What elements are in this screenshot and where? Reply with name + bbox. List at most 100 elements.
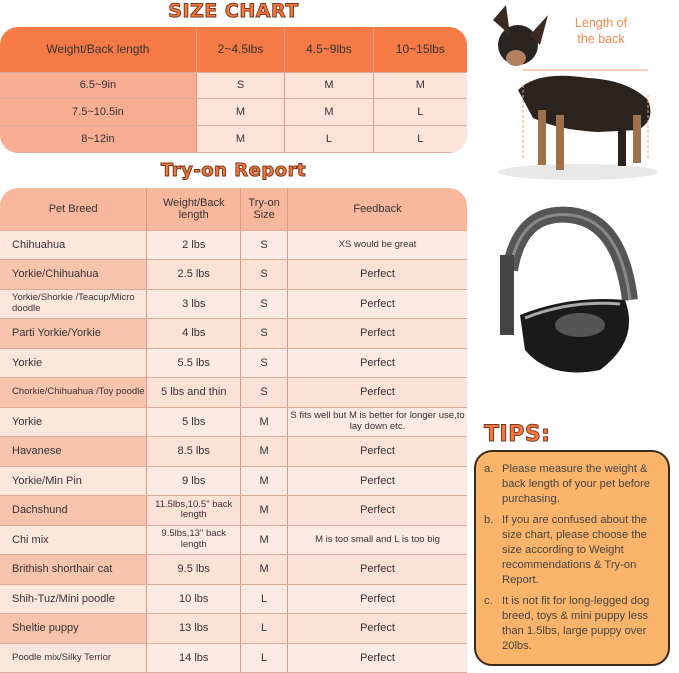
table-row: Brithish shorthair cat 9.5 lbs M Perfect	[0, 554, 467, 585]
table-cell: 5.5 lbs	[146, 348, 242, 378]
table-row: Yorkie/Shorkie /Teacup/Micro doodle 3 lbs…	[0, 289, 467, 319]
column-header: Pet Breed	[0, 188, 148, 231]
column-header: 4.5~9lbs	[284, 27, 374, 73]
table-cell: 5 lbs and thin	[146, 377, 242, 408]
table-cell: 6.5~9in	[0, 72, 197, 100]
table-cell: L	[373, 98, 467, 126]
size-chart-title: SIZE CHART	[168, 0, 299, 23]
table-cell: Perfect	[287, 348, 467, 378]
table-cell: Yorkie	[0, 348, 148, 378]
table-cell: 8~12in	[0, 125, 197, 153]
table-cell: Perfect	[287, 554, 467, 585]
tip-marker: b.	[484, 514, 494, 526]
table-cell: 5 lbs	[146, 407, 242, 437]
table-cell: Shih-Tuz/Mini poodle	[0, 584, 148, 614]
table-cell: 7.5~10.5in	[0, 98, 197, 126]
table-cell: 4 lbs	[146, 318, 242, 349]
table-cell: Havanese	[0, 436, 148, 467]
size-chart-table: Weight/Back length 2~4.5lbs 4.5~9lbs 10~15l…	[0, 27, 467, 153]
table-cell: Chihuahua	[0, 230, 148, 260]
tip-a: a. Please measure the weight & back lengt…	[484, 462, 660, 507]
column-header: 2~4.5lbs	[196, 27, 286, 73]
table-cell: 14 lbs	[146, 643, 242, 673]
table-cell: M	[196, 98, 286, 126]
table-cell: XS would be great	[287, 230, 467, 260]
table-cell: S	[240, 289, 288, 319]
table-row: Shih-Tuz/Mini poodle 10 lbs L Perfect	[0, 584, 467, 614]
table-cell: 8.5 lbs	[146, 436, 242, 467]
tip-c: c. It is not fit for long-legged dog bree…	[484, 594, 660, 654]
tryon-table: Pet Breed Weight/Back length Try-on Size Fe…	[0, 188, 467, 673]
table-cell: Yorkie/Min Pin	[0, 466, 148, 496]
tryon-title: Try-on Report	[160, 160, 307, 182]
table-cell: M	[240, 407, 288, 437]
table-cell: L	[284, 125, 374, 153]
table-cell: M	[240, 554, 288, 585]
table-row: Yorkie 5.5 lbs S Perfect	[0, 348, 467, 378]
tip-marker: a.	[484, 463, 494, 475]
table-cell: Yorkie	[0, 407, 148, 437]
table-cell: L	[240, 584, 288, 614]
table-row: Yorkie/Min Pin 9 lbs M Perfect	[0, 466, 467, 496]
table-cell: Chorkie/Chihuahua /Toy poodle	[0, 377, 148, 408]
table-row: Yorkie/Chihuahua 2.5 lbs S Perfect	[0, 259, 467, 290]
table-cell: Perfect	[287, 377, 467, 408]
table-cell: S	[240, 259, 288, 290]
table-cell: 9 lbs	[146, 466, 242, 496]
table-cell: 9.5 lbs	[146, 554, 242, 585]
table-row: Dachshund 11.5lbs,10.5" back length M Perfe…	[0, 495, 467, 526]
table-cell: M	[240, 466, 288, 496]
table-cell: S	[240, 318, 288, 349]
column-header: Weight/Back length	[146, 188, 242, 231]
table-row: 7.5~10.5in M M L	[0, 98, 467, 126]
table-row: Havanese 8.5 lbs M Perfect	[0, 436, 467, 467]
table-cell: Perfect	[287, 436, 467, 467]
table-row: Chi mix 9.5lbs,13" back length M M is too s…	[0, 525, 467, 555]
table-cell: 2 lbs	[146, 230, 242, 260]
table-cell: Perfect	[287, 259, 467, 290]
table-row: Chihuahua 2 lbs S XS would be great	[0, 230, 467, 260]
table-cell: 2.5 lbs	[146, 259, 242, 290]
tip-marker: c.	[484, 595, 493, 607]
table-row: Parti Yorkie/Yorkie 4 lbs S Perfect	[0, 318, 467, 349]
table-cell: Brithish shorthair cat	[0, 554, 148, 585]
table-cell: Yorkie/Shorkie /Teacup/Micro doodle	[0, 289, 148, 319]
table-cell: S	[240, 348, 288, 378]
sling-bag-image	[500, 206, 638, 373]
table-row: Yorkie 5 lbs M S fits well but M is better …	[0, 407, 467, 437]
table-cell: L	[240, 613, 288, 644]
table-cell: Parti Yorkie/Yorkie	[0, 318, 148, 349]
tip-b: b. If you are confused about the size cha…	[484, 513, 660, 588]
table-cell: Perfect	[287, 613, 467, 644]
table-cell: S	[196, 72, 286, 100]
table-cell: Dachshund	[0, 495, 148, 526]
table-cell: Yorkie/Chihuahua	[0, 259, 148, 290]
table-cell: L	[373, 125, 467, 153]
table-cell: 11.5lbs,10.5" back length	[146, 495, 242, 526]
table-row: Sheltie puppy 13 lbs L Perfect	[0, 613, 467, 644]
table-cell: Poodle mix/Silky Terrior	[0, 643, 148, 673]
tip-text: Please measure the weight & back length …	[502, 463, 651, 505]
table-cell: Perfect	[287, 495, 467, 526]
table-cell: Perfect	[287, 643, 467, 673]
column-header: Weight/Back length	[0, 27, 197, 73]
table-cell: M	[240, 525, 288, 555]
table-cell: S fits well but M is better for longer u…	[287, 407, 467, 437]
table-cell: Perfect	[287, 318, 467, 349]
dog-image	[478, 0, 678, 185]
table-cell: Perfect	[287, 466, 467, 496]
column-header: Try-on Size	[240, 188, 288, 231]
table-cell: Chi mix	[0, 525, 148, 555]
table-cell: M	[284, 98, 374, 126]
table-cell: 10 lbs	[146, 584, 242, 614]
table-cell: 13 lbs	[146, 613, 242, 644]
table-row: 8~12in M L L	[0, 125, 467, 153]
table-cell: M	[196, 125, 286, 153]
table-cell: M is too small and L is too big	[287, 525, 467, 555]
tips-box: a. Please measure the weight & back lengt…	[474, 450, 670, 666]
table-cell: Perfect	[287, 289, 467, 319]
table-row: 6.5~9in S M M	[0, 72, 467, 100]
tip-text: It is not fit for long-legged dog breed,…	[502, 595, 650, 652]
table-cell: M	[373, 72, 467, 100]
tip-text: If you are confused about the size chart…	[502, 514, 647, 586]
